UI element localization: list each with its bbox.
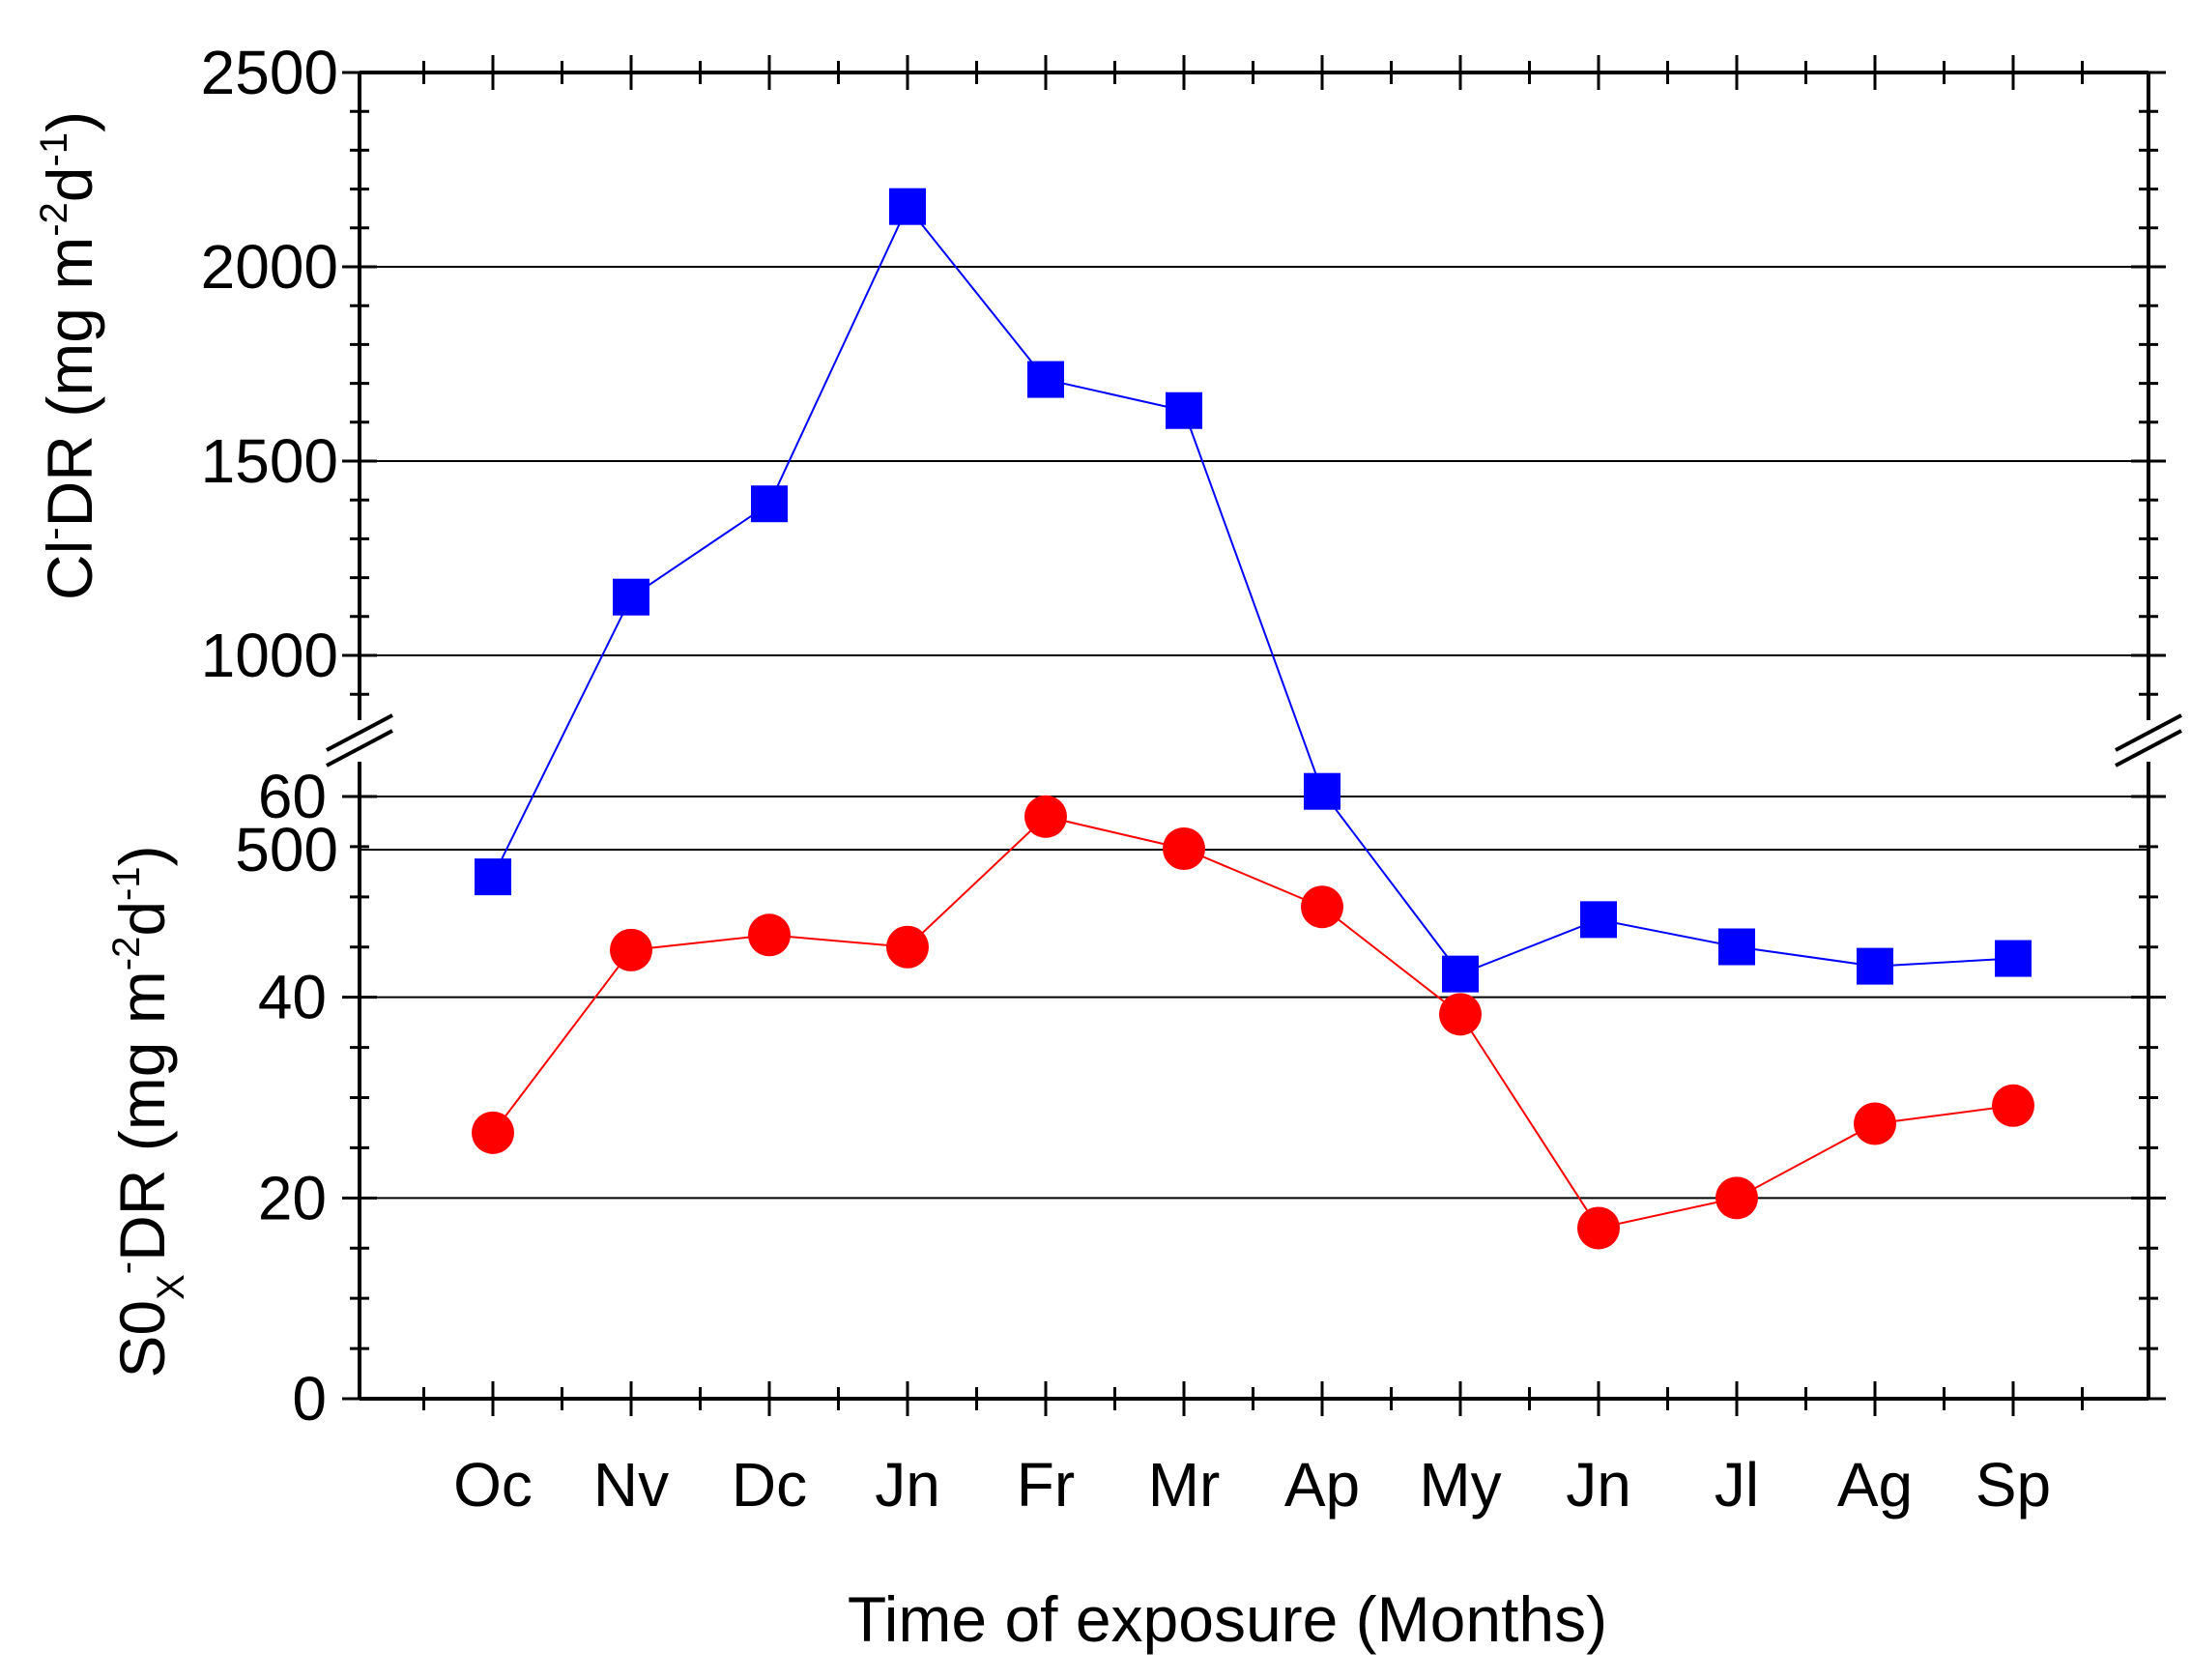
x-tick-label: Sp [1975, 1450, 2051, 1520]
right-break-mark [2115, 729, 2182, 768]
bottom-y-axis-title: S0X-DR (mg m-2d-1) [105, 845, 192, 1377]
bottom-series-point [1439, 993, 1482, 1036]
x-tick-label: Jn [875, 1450, 940, 1520]
bottom-ylabel-sup1: - [105, 1261, 148, 1274]
top-series-point [613, 578, 649, 616]
x-tick-label: Ag [1837, 1450, 1913, 1520]
bottom-y-tick-label: 40 [258, 963, 327, 1032]
top-y-tick-label: 1500 [201, 426, 338, 496]
x-tick-labels: Oc Nv Dc Jn Fr Mr Ap My Jn Jl Ag Sp [453, 1450, 2051, 1520]
x-tick-label: Mr [1148, 1450, 1221, 1520]
top-y-tick-label: 2000 [201, 232, 338, 302]
top-ylabel-end: ) [34, 111, 105, 132]
bottom-panel-series [472, 795, 2034, 1250]
bottom-ylabel-main: S0 [106, 1300, 178, 1378]
bottom-series-point [472, 1111, 514, 1154]
top-series-point [1304, 772, 1341, 810]
top-y-axis-title: Cl-DR (mg m-2d-1) [33, 111, 105, 600]
bottom-ylabel-rest: DR (mg m [106, 970, 178, 1261]
top-series-point [1857, 947, 1893, 985]
bottom-ylabel-end: ) [106, 845, 178, 866]
right-break-mark [2115, 713, 2182, 752]
bottom-series-point [1301, 885, 1343, 929]
x-tick-label: Ap [1284, 1450, 1360, 1520]
y-tick-labels: 500 1000 1500 2000 2500 0 20 40 60 [201, 38, 338, 1434]
x-tick-label: Jn [1566, 1450, 1631, 1520]
top-panel-series [475, 188, 2032, 993]
axis-break-marks [326, 713, 2182, 768]
x-tick-label: Jl [1715, 1450, 1759, 1520]
top-ylabel-mid: d [34, 166, 105, 202]
bottom-series-point [1992, 1084, 2034, 1127]
top-ylabel-rest: DR (mg m [34, 237, 105, 528]
bottom-ylabel-sub1: X [150, 1274, 192, 1300]
top-ylabel-main: Cl [34, 540, 105, 600]
bottom-series-point [610, 928, 652, 971]
x-axis-title: Time of exposure (Months) [848, 1583, 1607, 1655]
left-break-mark [326, 713, 393, 752]
bottom-ylabel-sup2: -2 [105, 937, 148, 971]
bottom-panel-gridlines [360, 796, 2148, 1200]
top-series-point [751, 485, 788, 523]
top-ylabel-sup3: -1 [33, 132, 75, 167]
x-tick-label: Dc [732, 1450, 807, 1520]
bottom-series-point [1854, 1102, 1896, 1145]
top-series-line [492, 204, 2014, 975]
top-series-point [1442, 955, 1479, 993]
bottom-y-tick-label: 60 [258, 762, 327, 831]
bottom-y-tick-label: 20 [258, 1163, 327, 1232]
top-panel-gridlines [360, 266, 2148, 851]
top-y-tick-label: 2500 [201, 38, 338, 107]
bottom-series-point [1163, 826, 1205, 870]
left-break-mark [326, 729, 393, 768]
top-series-point [1718, 928, 1755, 966]
top-ylabel-sup2: -2 [33, 202, 75, 237]
axis-ticks [342, 55, 2166, 1416]
x-tick-label: Fr [1017, 1450, 1075, 1520]
bottom-series-point [1024, 795, 1067, 838]
top-series-point [475, 858, 511, 896]
x-tick-label: Nv [593, 1450, 669, 1520]
top-series-point [1027, 361, 1064, 398]
top-series-point [1995, 940, 2032, 977]
bottom-ylabel-mid: d [106, 901, 178, 937]
bottom-series-point [1577, 1206, 1620, 1250]
bottom-ylabel-sup3: -1 [105, 866, 148, 901]
bottom-series-point [886, 925, 929, 969]
top-ylabel-sup1: - [33, 527, 75, 539]
bottom-series-line [492, 815, 2014, 1230]
x-tick-label: Oc [453, 1450, 533, 1520]
bottom-series-point [1715, 1176, 1758, 1220]
top-y-tick-label: 500 [235, 815, 338, 884]
top-series-point [1580, 901, 1617, 939]
bottom-y-tick-label: 0 [292, 1364, 327, 1434]
top-y-tick-label: 1000 [201, 621, 338, 690]
top-series-point [1166, 391, 1202, 429]
top-series-point [889, 188, 926, 225]
x-tick-label: My [1419, 1450, 1501, 1520]
bottom-series-point [748, 913, 791, 957]
